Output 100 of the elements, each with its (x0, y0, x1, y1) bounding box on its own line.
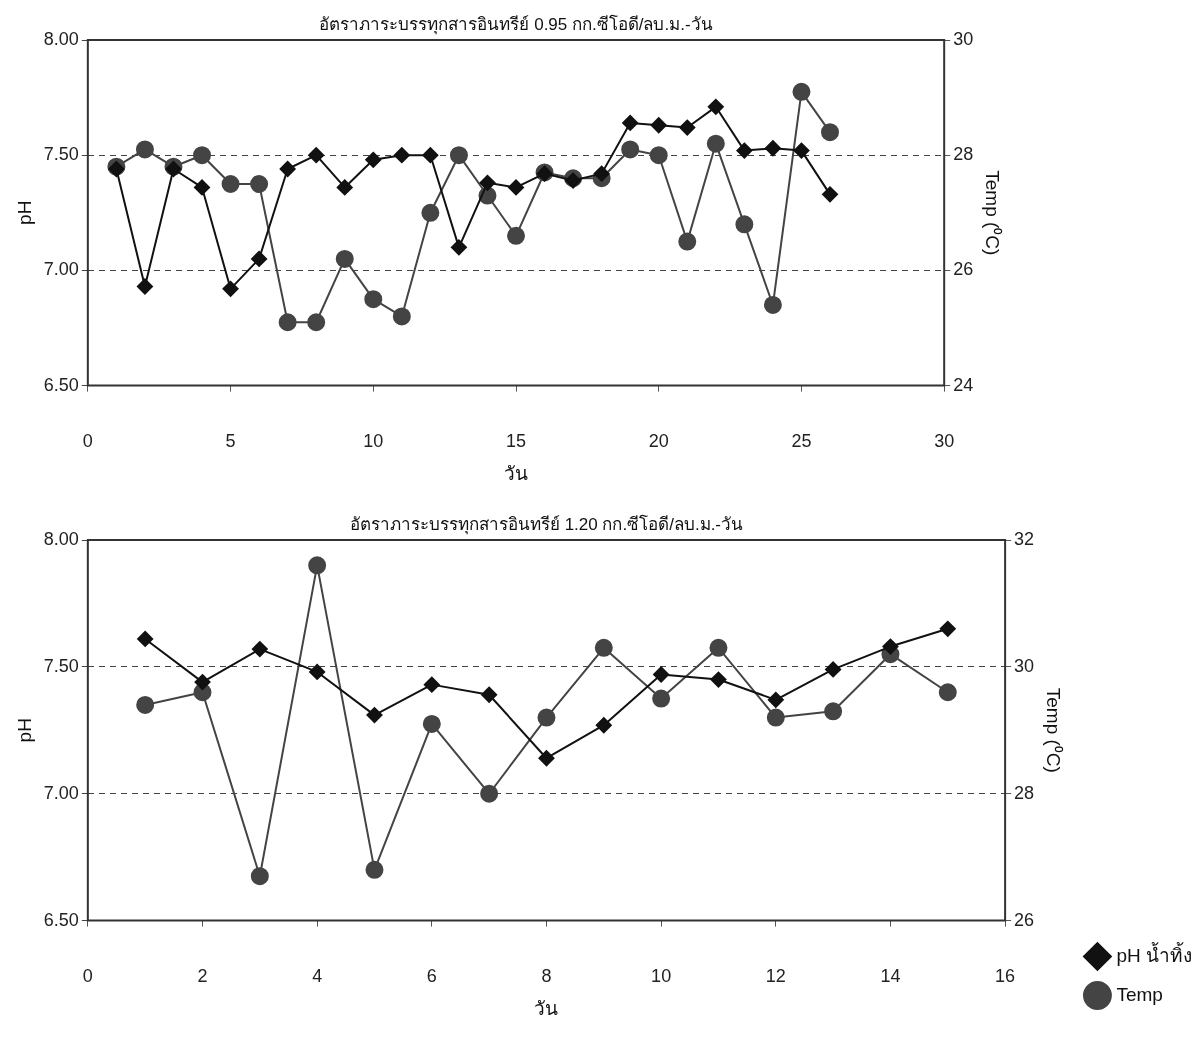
y-tick-label: 8.00 (43, 28, 79, 49)
y2-tick-label: 32 (1014, 528, 1035, 549)
x-tick-label: 20 (648, 431, 669, 452)
x-tick-label: 16 (995, 966, 1016, 987)
x-tick-label: 2 (197, 966, 208, 987)
point (165, 161, 182, 178)
point (882, 638, 899, 655)
x-tick-label: 0 (82, 431, 93, 452)
point (763, 295, 782, 314)
point (652, 689, 671, 708)
point (764, 140, 781, 157)
legend-label: Temp (1116, 983, 1163, 1005)
y2-axis-title: Temp (⁰C) (1043, 687, 1065, 773)
point (392, 307, 411, 326)
point (767, 691, 784, 708)
point (365, 860, 384, 879)
point (594, 638, 613, 657)
point (766, 708, 785, 727)
point (537, 708, 556, 727)
point (621, 140, 640, 159)
point (366, 707, 383, 724)
point (593, 165, 610, 182)
x-tick-label: 10 (363, 431, 384, 452)
point (194, 674, 211, 691)
point (822, 186, 838, 203)
point (508, 179, 525, 196)
y2-tick-label: 28 (953, 144, 974, 165)
x-tick-label: 12 (765, 966, 786, 987)
y-axis-title: pH (13, 200, 35, 225)
point (136, 695, 155, 714)
y-tick-label: 7.00 (43, 259, 79, 280)
point (308, 147, 325, 164)
point (108, 161, 125, 178)
point (422, 147, 439, 164)
point (137, 630, 154, 647)
point (709, 638, 728, 657)
point (736, 142, 753, 159)
point (824, 702, 843, 721)
point (450, 239, 467, 256)
y-tick-label: 7.00 (43, 782, 79, 803)
point (507, 226, 526, 245)
y2-tick-label: 26 (953, 259, 974, 280)
point (422, 714, 441, 733)
point (480, 784, 499, 803)
y-tick-label: 6.50 (43, 909, 79, 930)
point (335, 249, 354, 268)
x-tick-label: 5 (225, 431, 236, 452)
point (251, 250, 268, 267)
x-axis-title: วัน (504, 462, 529, 484)
point (364, 290, 383, 309)
y2-tick-label: 26 (1014, 909, 1035, 930)
point (938, 683, 957, 702)
y-tick-label: 8.00 (43, 528, 79, 549)
point (793, 142, 810, 159)
x-axis-title: วัน (534, 997, 559, 1019)
point (307, 313, 326, 332)
point (650, 117, 667, 134)
y2-tick-label: 24 (953, 374, 974, 395)
x-tick-label: 25 (791, 431, 812, 452)
point (421, 203, 440, 222)
point (538, 750, 555, 767)
point (481, 686, 498, 703)
point (279, 161, 296, 178)
chart-title: อัตราภาระบรรทุกสารอินทรีย์ 1.20 กก.ซีโอดี/ลบ.ม.-วัน (349, 514, 744, 536)
point (222, 280, 239, 297)
x-tick-label: 15 (505, 431, 527, 452)
point (653, 666, 670, 683)
point (194, 179, 211, 196)
point (308, 556, 327, 575)
point (735, 215, 754, 234)
x-tick-label: 6 (426, 966, 437, 987)
point (278, 313, 297, 332)
point (707, 98, 724, 115)
point (649, 146, 668, 165)
point (825, 661, 842, 678)
point (136, 278, 153, 295)
point (393, 147, 410, 164)
y-axis-title: pH (13, 718, 35, 743)
y2-axis-title: Temp (⁰C) (982, 170, 1004, 256)
point (193, 146, 212, 165)
y2-tick-label: 30 (1014, 655, 1035, 676)
point (792, 82, 811, 101)
y-tick-label: 7.50 (43, 655, 79, 676)
point (479, 174, 496, 191)
y-tick-label: 6.50 (43, 374, 79, 395)
legend-label: pH น้ำทิ้ง (1116, 941, 1193, 966)
point (250, 867, 269, 886)
point (679, 119, 696, 136)
chart-title: อัตราภาระบรรทุกสารอินทรีย์ 0.95 กก.ซีโอดี/ลบ.ม.-วัน (319, 14, 713, 36)
x-tick-label: 4 (312, 966, 323, 987)
x-tick-label: 8 (541, 966, 552, 987)
x-tick-label: 0 (82, 966, 93, 987)
point (710, 671, 727, 688)
point (251, 641, 268, 658)
y2-tick-label: 28 (1014, 782, 1035, 803)
point (678, 232, 697, 251)
point (250, 175, 269, 193)
x-tick-label: 30 (934, 431, 955, 452)
y-tick-label: 7.50 (43, 144, 79, 165)
point (336, 179, 353, 196)
